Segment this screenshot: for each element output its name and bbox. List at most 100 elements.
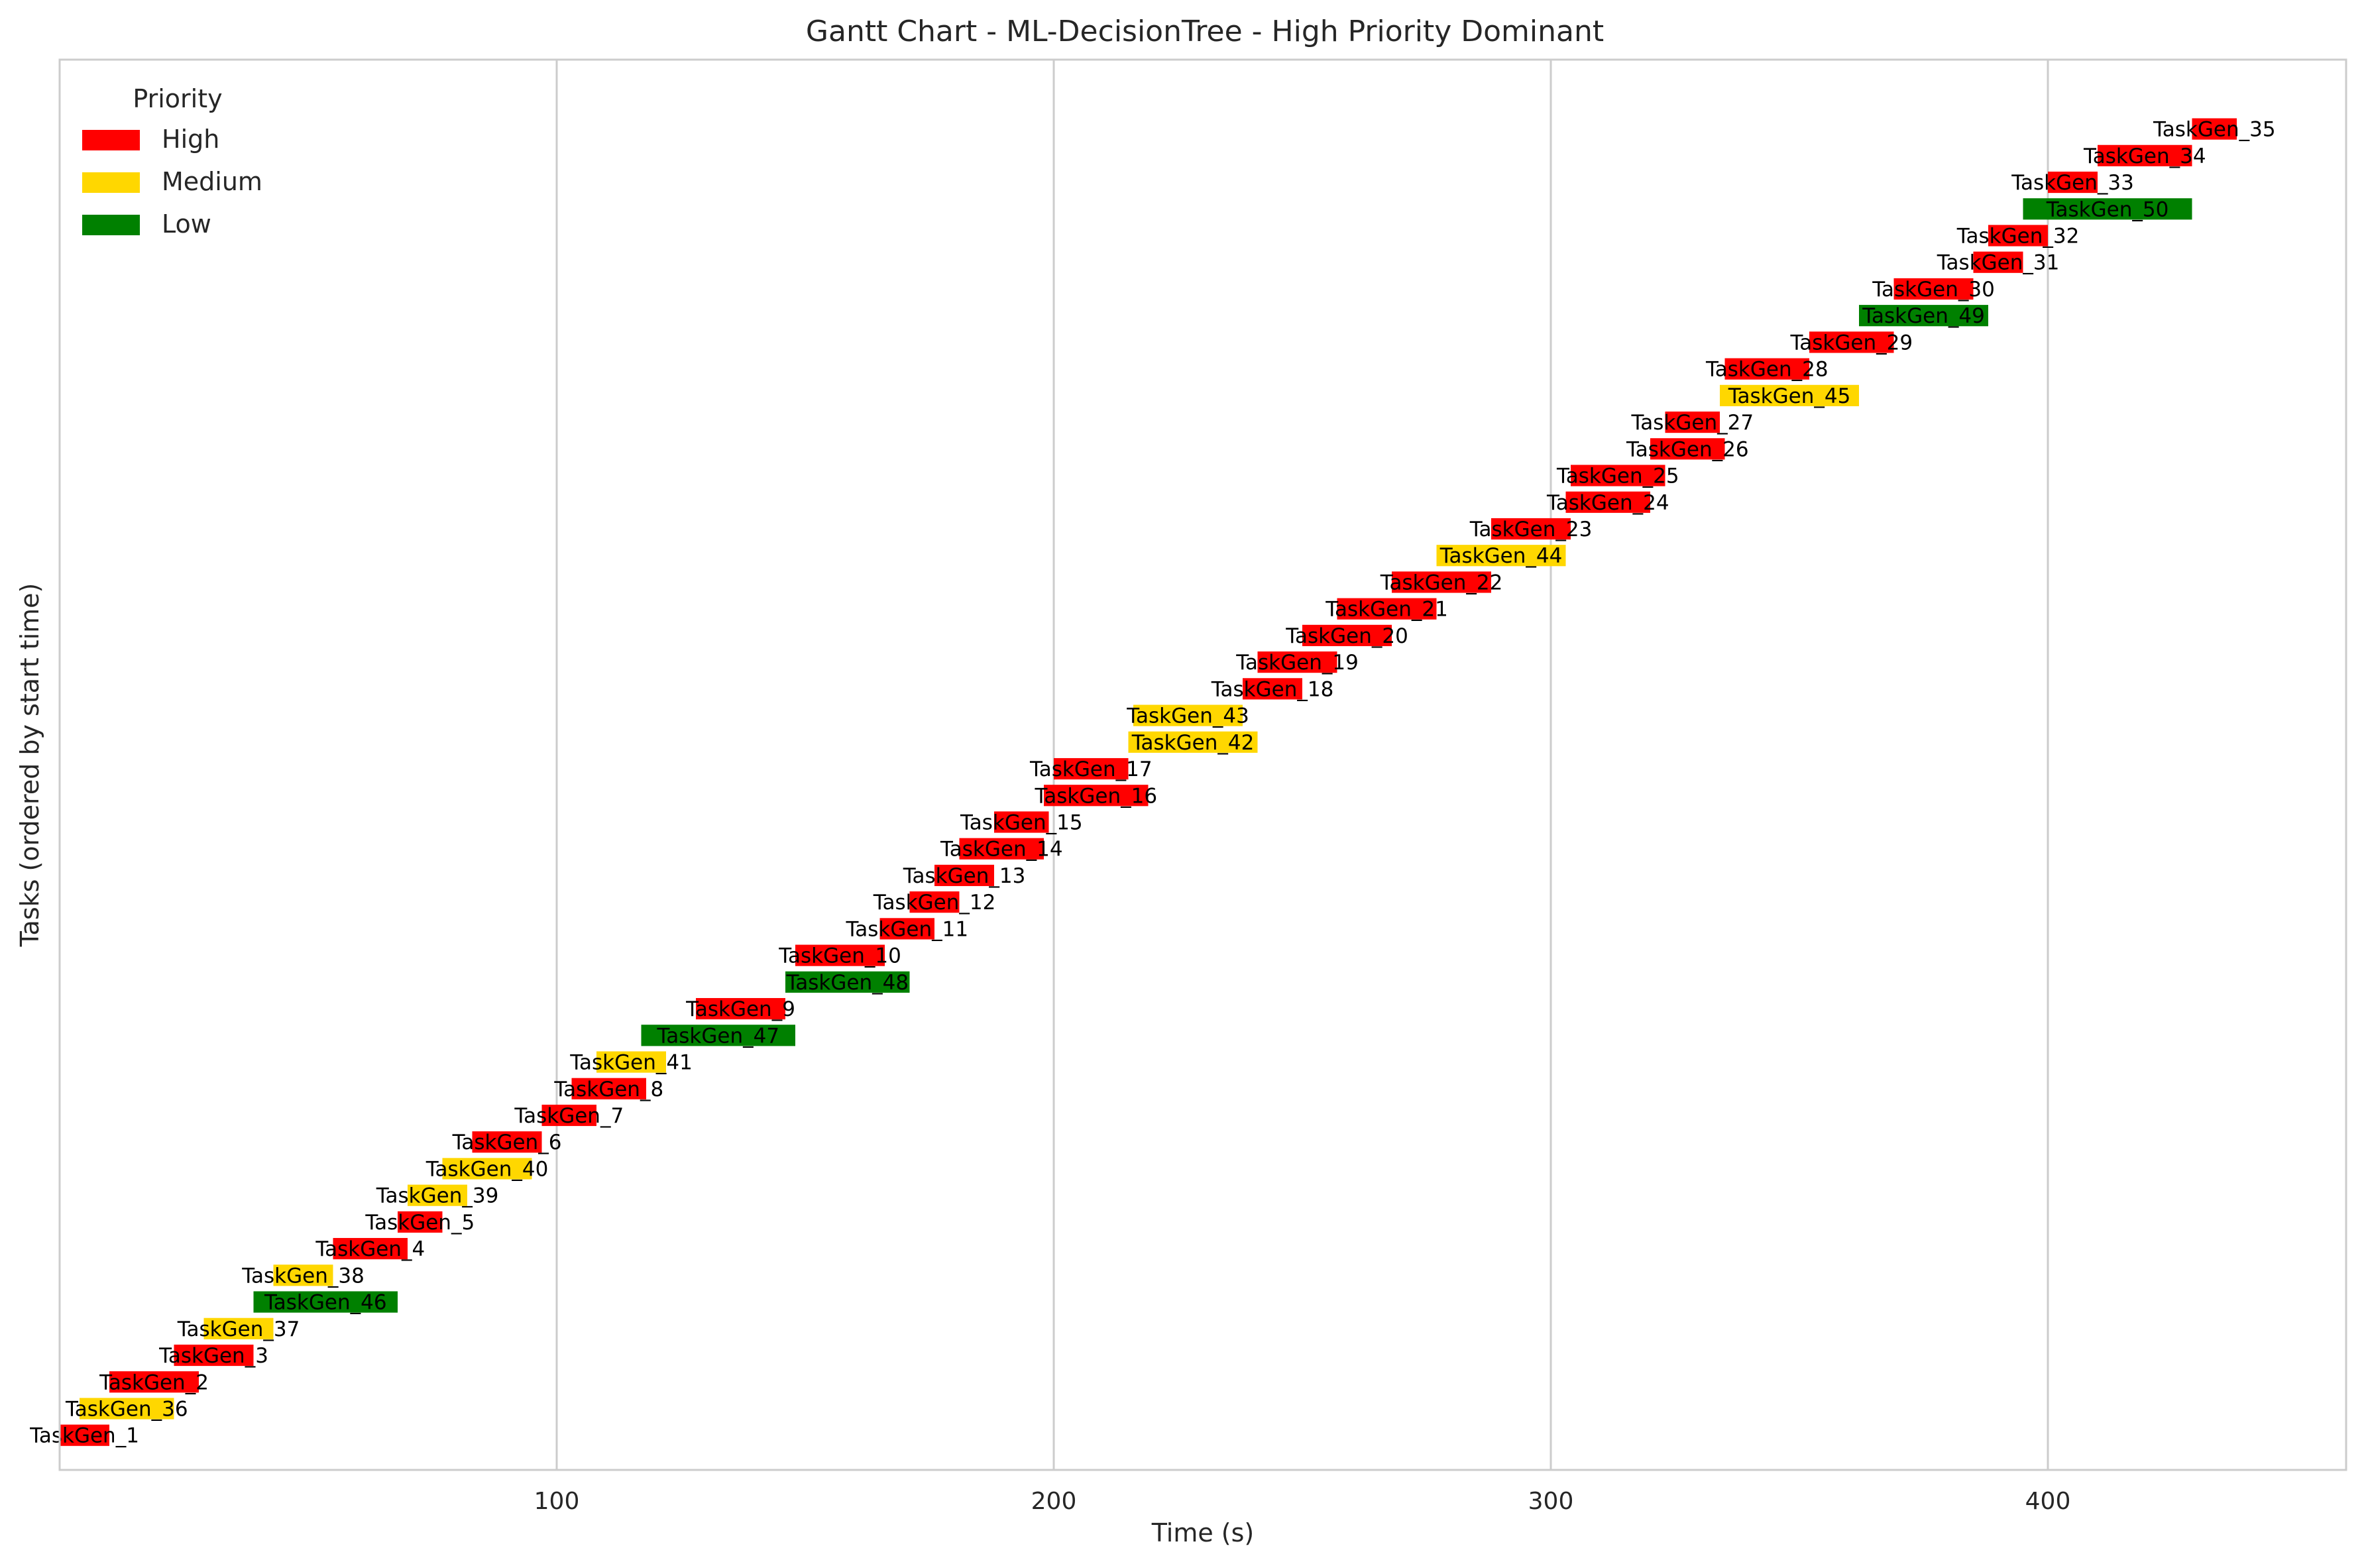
task-bar [1133,704,1243,726]
task-label: TaskGen_33 [2011,171,2134,195]
task-label: TaskGen_39 [376,1184,499,1208]
task-bar [1436,545,1566,567]
task-label: TaskGen_16 [1034,784,1157,808]
task-label: TaskGen_20 [1285,624,1408,648]
chart-title: Gantt Chart - ML-DecisionTree - High Pri… [806,15,1604,48]
task-label: TaskGen_46 [264,1291,387,1315]
task-label: TaskGen_43 [1126,704,1249,728]
task-label: TaskGen_5 [365,1211,475,1235]
task-label: TaskGen_8 [553,1078,663,1101]
task-label: TaskGen_42 [1131,731,1255,755]
task-label: TaskGen_24 [1546,491,1669,515]
task-bar [253,1291,398,1313]
x-axis-label: Time (s) [1151,1518,1255,1547]
task-label: TaskGen_22 [1380,571,1503,594]
task-bar [1893,278,1974,300]
task-bar [333,1238,408,1260]
task-bar [1491,518,1571,540]
task-bar [696,997,785,1020]
task-label: TaskGen_47 [656,1024,779,1048]
task-bar [1337,598,1437,620]
legend-swatch [82,172,140,193]
task-label: TaskGen_34 [2083,144,2206,168]
x-tick-label: 200 [1031,1488,1077,1515]
task-bar [1720,384,1859,406]
task-label: TaskGen_32 [1956,224,2080,248]
x-tick-label: 300 [1528,1488,1574,1515]
task-label: TaskGen_29 [1789,331,1913,355]
task-label: TaskGen_7 [514,1104,624,1128]
legend-label: Low [162,209,211,239]
task-bar [1973,251,2023,273]
task-bar [273,1264,333,1286]
task-bar [472,1131,542,1153]
task-bar [1650,438,1725,460]
task-label: TaskGen_37 [177,1317,300,1341]
task-bar [1665,411,1720,433]
task-label: TaskGen_14 [940,838,1063,862]
task-label: TaskGen_9 [685,997,795,1021]
task-label: TaskGen_48 [785,971,909,995]
task-label: TaskGen_36 [65,1397,188,1421]
x-tick-label: 100 [534,1488,580,1515]
task-bar [1565,491,1650,513]
task-label: TaskGen_35 [2153,118,2276,142]
task-bar [398,1211,443,1233]
task-bar [959,838,1044,860]
legend-swatch [82,215,140,235]
legend: Priority High Medium Low [82,84,262,239]
bars-layer [60,118,2237,1446]
task-bar [541,1104,596,1127]
legend-title: Priority [133,84,222,113]
task-bar [1392,571,1491,593]
task-label: TaskGen_15 [960,811,1083,834]
task-label: TaskGen_10 [778,944,901,968]
task-label: TaskGen_4 [315,1237,425,1261]
task-label: TaskGen_11 [845,917,968,941]
labels-layer: TaskGen_1 TaskGen_36 TaskGen_2 TaskGen_3 Tas… [29,118,2275,1448]
y-axis-label: Tasks (ordered by start time) [15,583,44,948]
task-bar [934,864,994,887]
task-bar [1724,358,1809,380]
task-bar [1054,757,1129,780]
task-label: TaskGen_44 [1439,544,1563,568]
task-bar [408,1184,467,1206]
task-label: TaskGen_38 [241,1264,365,1288]
task-bar [994,811,1049,833]
legend-swatch [82,130,140,150]
task-bar [80,1398,174,1420]
task-label: TaskGen_31 [1937,251,2060,275]
task-bar [109,1371,199,1393]
task-label: TaskGen_21 [1325,598,1448,622]
x-tick-label: 400 [2025,1488,2071,1515]
x-tick-labels: 100 200 300 400 [534,1488,2071,1515]
task-label: TaskGen_3 [158,1344,268,1368]
task-label: TaskGen_13 [903,864,1026,888]
legend-label: Medium [162,167,262,196]
task-label: TaskGen_1 [29,1424,139,1448]
task-bar [1302,624,1392,646]
legend-label: High [162,125,219,154]
task-bar [596,1051,666,1073]
task-label: TaskGen_12 [873,891,996,915]
task-label: TaskGen_23 [1469,518,1593,541]
task-label: TaskGen_2 [99,1371,209,1394]
task-bar [1044,785,1149,807]
task-bar [1809,331,1894,353]
task-bar [1243,678,1302,700]
task-bar [785,971,910,993]
task-label: TaskGen_30 [1872,278,1995,302]
task-bar [641,1025,795,1046]
task-bar [1571,465,1665,486]
task-label: TaskGen_50 [2046,197,2169,221]
task-label: TaskGen_40 [425,1157,549,1181]
task-bar [60,1424,109,1446]
task-bar [2023,198,2192,220]
task-bar [1859,305,1988,327]
task-label: TaskGen_45 [1728,384,1851,408]
task-label: TaskGen_28 [1705,358,1829,382]
task-bar [879,918,934,940]
task-label: TaskGen_17 [1029,757,1153,781]
task-bar [795,944,885,966]
